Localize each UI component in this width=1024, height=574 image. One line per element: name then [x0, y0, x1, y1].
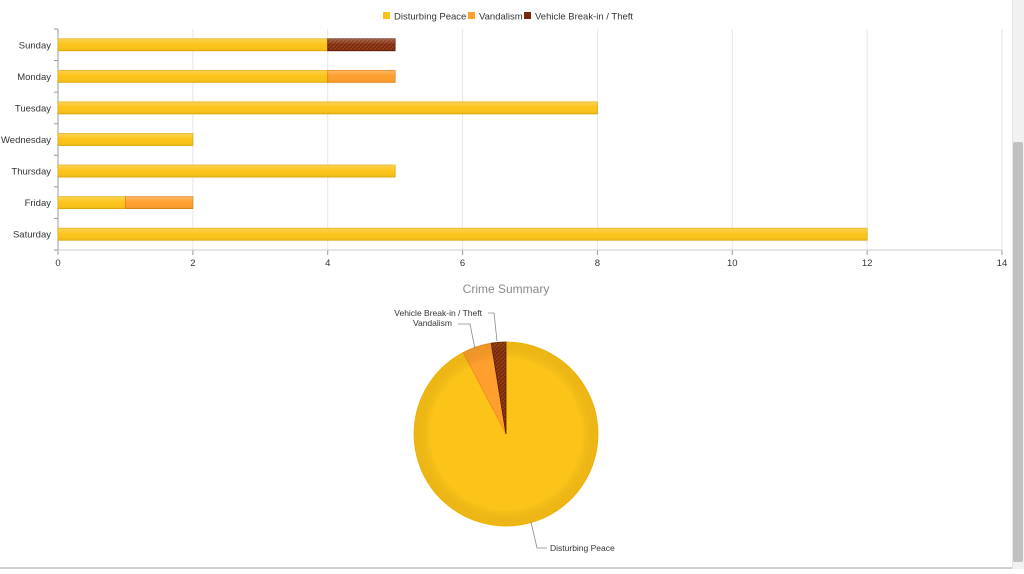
x-tick-label: 2 [190, 258, 195, 269]
scrollbar-thumb[interactable] [1013, 142, 1023, 562]
x-tick-label: 6 [460, 258, 465, 269]
bar-chart: 0 2 4 6 8 10 12 14 Sunday Monday Tuesday Wednesday T… [1, 28, 1008, 269]
y-tick-label-monday: Monday [17, 72, 51, 83]
x-tick-label: 8 [595, 258, 600, 269]
legend-label-vehicle-break-in-theft: Vehicle Break-in / Theft [535, 12, 633, 23]
pie-label-disturbing-peace: Disturbing Peace [550, 543, 615, 553]
x-tick-label: 4 [325, 258, 330, 269]
bar-shine-tuesday-disturbing-peace [58, 101, 598, 114]
x-tick-label: 12 [862, 258, 873, 269]
charts-canvas: Disturbing Peace Vandalism Vehicle Break-i… [1, 12, 1008, 554]
y-tick-label-friday: Friday [25, 198, 52, 209]
legend-label-vandalism: Vandalism [479, 12, 523, 23]
y-tick-label-saturday: Saturday [13, 230, 51, 241]
x-tick-label: 14 [997, 258, 1008, 269]
bar-shine-friday-vandalism [125, 196, 193, 209]
chart-legend: Disturbing Peace Vandalism Vehicle Break-i… [383, 12, 633, 23]
bar-shine-sunday-disturbing-peace [58, 38, 328, 51]
bar-shine-monday-disturbing-peace [58, 70, 328, 83]
pie-label-vehicle-break-in-theft: Vehicle Break-in / Theft [394, 308, 482, 318]
y-tick-label-sunday: Sunday [19, 40, 51, 51]
bar-shine-wednesday-disturbing-peace [58, 133, 193, 146]
legend-swatch-vandalism [468, 12, 475, 19]
pie-shading [414, 342, 598, 526]
legend-swatch-disturbing-peace [383, 12, 390, 19]
pie-leader-line-vandalism [458, 323, 476, 350]
bar-shine-friday-disturbing-peace [58, 196, 126, 209]
pie-leader-line-disturbing-peace [530, 521, 547, 549]
legend-swatch-vehicle-break-in-theft [524, 12, 531, 19]
bar-shine-thursday-disturbing-peace [58, 165, 396, 178]
x-tick-label: 10 [727, 258, 738, 269]
page-bottom-border [0, 567, 1012, 569]
pie-chart-title: Crime Summary [463, 282, 550, 296]
y-tick-label-thursday: Thursday [11, 167, 51, 178]
bar-shine-monday-vandalism [327, 70, 396, 83]
bar-shine-sunday-vehicle-break-in-theft [327, 38, 396, 51]
pie-leader-line-vehicle-break-in-theft [488, 312, 498, 342]
y-tick-label-tuesday: Tuesday [15, 103, 51, 114]
legend-label-disturbing-peace: Disturbing Peace [394, 12, 466, 23]
pie-label-vandalism: Vandalism [413, 318, 452, 328]
y-tick-label-wednesday: Wednesday [1, 135, 51, 146]
x-tick-label: 0 [55, 258, 60, 269]
bar-shine-saturday-disturbing-peace [58, 228, 868, 241]
